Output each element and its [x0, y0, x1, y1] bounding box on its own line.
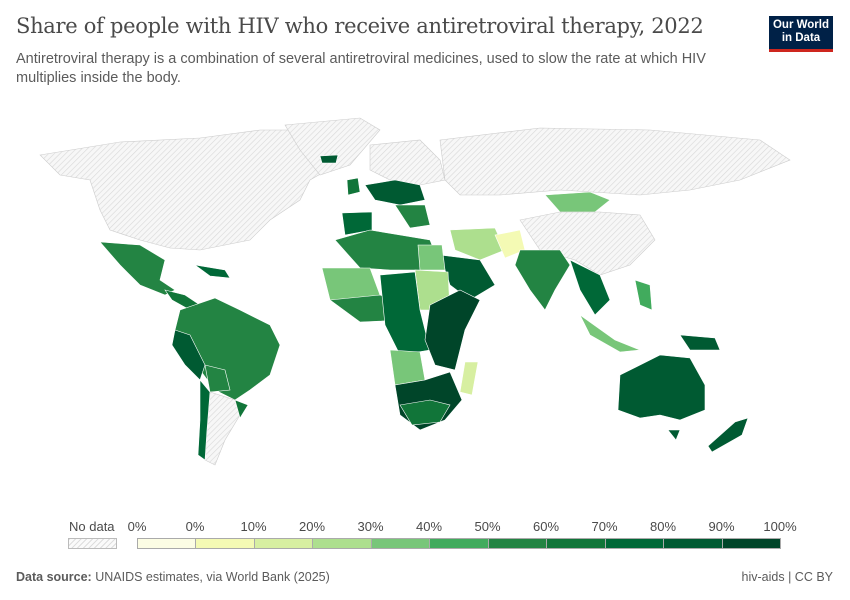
region-south-africa[interactable] [399, 399, 451, 426]
legend-tick-label: 40% [415, 519, 443, 534]
region-caribbean[interactable] [194, 264, 231, 279]
legend-no-data-label: No data [69, 519, 115, 534]
region-tasmania[interactable] [667, 429, 681, 441]
region-north-america[interactable] [39, 129, 346, 251]
region-argentina[interactable] [204, 391, 241, 466]
region-uruguay[interactable] [234, 399, 249, 419]
legend-tick-label: 60% [532, 519, 560, 534]
legend-tick-label: 30% [357, 519, 384, 534]
legend-tick-label: 100% [763, 519, 797, 534]
region-europe-west[interactable] [364, 179, 426, 206]
legend-swatch[interactable] [546, 538, 606, 549]
source-label: Data source: [16, 570, 92, 584]
region-bolivia[interactable] [204, 364, 231, 393]
legend-swatch[interactable] [663, 538, 723, 549]
legend-tick-label: 70% [591, 519, 618, 534]
region-png[interactable] [679, 334, 721, 351]
legend-tick-label: 0% [127, 519, 147, 534]
legend-swatch[interactable] [604, 538, 664, 549]
region-chile[interactable] [197, 379, 211, 461]
region-balkans[interactable] [394, 204, 431, 229]
page-title: Share of people with HIV who receive ant… [16, 14, 704, 38]
legend-swatch[interactable] [253, 538, 313, 549]
legend-tick-label: 0% [185, 519, 205, 534]
region-middle-east[interactable] [449, 227, 506, 261]
region-philippines[interactable] [634, 279, 653, 311]
legend-swatch[interactable] [370, 538, 430, 549]
region-se-asia[interactable] [569, 259, 611, 316]
legend-tick-label: 50% [474, 519, 501, 534]
legend-tick-label: 10% [240, 519, 267, 534]
footer-license[interactable]: hiv-aids | CC BY [741, 570, 833, 584]
legend-swatch[interactable] [429, 538, 489, 549]
legend-swatch[interactable] [721, 538, 781, 549]
region-iberia[interactable] [341, 211, 373, 236]
color-legend: No data 0% 0% 10% 20% 30% 40% 50% 60% 70% 80% 90% 1… [0, 515, 850, 555]
data-source: Data source: UNAIDS estimates, via World… [16, 570, 330, 584]
region-europe-nodata[interactable] [369, 139, 446, 186]
legend-tick-label: 80% [649, 519, 677, 534]
subtitle: Antiretroviral therapy is a combination … [16, 51, 706, 86]
region-angola[interactable] [389, 349, 426, 386]
region-egypt[interactable] [417, 244, 446, 271]
legend-tick-label: 20% [298, 519, 326, 534]
region-east-africa[interactable] [424, 289, 481, 371]
legend-tick-label: 90% [708, 519, 735, 534]
region-new-zealand[interactable] [707, 417, 749, 453]
legend-swatch[interactable] [487, 538, 547, 549]
legend-swatch[interactable] [195, 538, 255, 549]
region-mongolia[interactable] [544, 191, 611, 213]
region-greenland[interactable] [284, 117, 381, 176]
region-russia[interactable] [439, 127, 791, 196]
legend-no-data-swatch [68, 538, 117, 549]
region-uk[interactable] [346, 177, 361, 196]
region-iceland[interactable] [319, 154, 339, 164]
region-mexico[interactable] [99, 241, 176, 296]
owid-logo[interactable]: Our World in Data [769, 16, 833, 52]
legend-swatch[interactable] [137, 538, 196, 549]
region-australia[interactable] [617, 354, 706, 421]
region-india[interactable] [514, 249, 571, 311]
source-text[interactable]: UNAIDS estimates, via World Bank (2025) [95, 570, 330, 584]
region-madagascar[interactable] [459, 361, 479, 396]
legend-swatch[interactable] [312, 538, 372, 549]
region-indonesia[interactable] [579, 314, 641, 353]
world-map[interactable] [0, 100, 850, 500]
